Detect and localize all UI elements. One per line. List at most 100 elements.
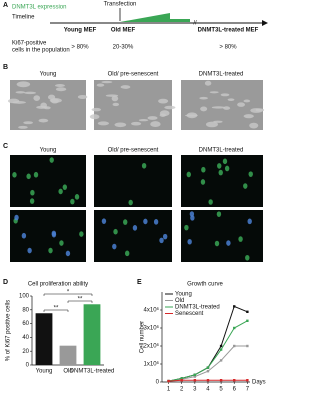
cell — [55, 87, 67, 92]
nucleus — [124, 250, 130, 257]
nucleus — [224, 165, 230, 172]
significance-bracket — [67, 300, 93, 303]
cell — [38, 118, 49, 123]
ki67-label: Ki67-positive — [12, 41, 47, 47]
cell — [159, 113, 167, 117]
y-axis-label: Cell number — [140, 321, 146, 353]
fluorescence-image — [94, 210, 172, 262]
point — [233, 305, 236, 308]
nucleus — [186, 171, 191, 178]
chart-title: Cell proliferation ability — [28, 282, 88, 288]
nucleus — [123, 219, 128, 225]
nucleus — [238, 236, 243, 242]
point — [206, 366, 210, 369]
nucleus — [214, 240, 220, 247]
cell — [158, 98, 169, 104]
cell — [211, 106, 226, 109]
cell — [243, 114, 254, 119]
y-tick-label: 2x10⁶ — [144, 343, 160, 350]
x-tick-label: 7 — [246, 387, 250, 393]
point — [219, 359, 223, 362]
cell — [54, 84, 65, 87]
point — [180, 379, 183, 382]
nucleus — [226, 240, 231, 246]
cell — [24, 91, 37, 95]
panel-label: C — [3, 143, 8, 150]
legend-label: Young — [175, 292, 192, 298]
bar — [35, 313, 53, 365]
nucleus — [65, 250, 71, 257]
point — [193, 373, 197, 376]
significance-bracket — [43, 293, 93, 296]
cell — [186, 112, 198, 119]
cell — [220, 93, 230, 97]
cell — [243, 99, 251, 103]
cell — [164, 105, 176, 110]
cell — [77, 94, 88, 99]
panel-label: D — [3, 279, 8, 286]
cell — [111, 95, 119, 102]
ki67-value: > 80% — [71, 45, 89, 51]
nucleus — [245, 254, 250, 261]
cell — [23, 121, 34, 125]
phase-image — [94, 80, 172, 130]
nucleus — [29, 198, 35, 204]
ki67-value: 20-30% — [113, 45, 134, 51]
cell — [97, 121, 110, 126]
bar — [83, 304, 101, 365]
nucleus — [48, 247, 53, 254]
cell — [150, 121, 161, 128]
y-tick-label: 1x10⁶ — [144, 361, 160, 368]
nucleus — [30, 189, 35, 196]
nucleus — [159, 237, 164, 244]
cell — [16, 81, 31, 88]
cell — [209, 91, 219, 94]
point — [193, 375, 197, 378]
nucleus — [49, 157, 54, 163]
nucleus — [187, 238, 192, 245]
nucleus — [153, 219, 159, 225]
cell — [89, 114, 100, 120]
nucleus — [217, 163, 222, 169]
nucleus — [51, 231, 57, 238]
cell — [91, 107, 102, 112]
nucleus — [70, 198, 75, 205]
nucleus — [59, 240, 64, 246]
nucleus — [58, 188, 63, 195]
nucleus — [26, 173, 31, 180]
x-tick-label: 1 — [167, 387, 171, 393]
nucleus — [79, 231, 84, 237]
y-tick-label: 3x10⁶ — [144, 325, 160, 332]
nucleus — [33, 171, 39, 178]
significance-bracket — [43, 309, 69, 312]
point — [206, 379, 210, 382]
column-label: Young — [40, 148, 57, 154]
nucleus — [143, 218, 148, 225]
timeline-head — [262, 20, 268, 26]
point — [246, 379, 249, 382]
cell — [213, 120, 223, 123]
cell — [204, 80, 212, 86]
column-label: Old/ pre-senescent — [108, 72, 159, 78]
nucleus — [14, 214, 19, 221]
cell — [227, 98, 235, 101]
cell — [205, 121, 218, 128]
cell — [114, 122, 127, 128]
figure: A DNMT3L expression Transfection Timelin… — [3, 2, 268, 393]
nucleus — [200, 179, 206, 185]
ki67-label: cells in the population — [12, 48, 70, 54]
nucleus — [27, 247, 32, 254]
x-tick-label: 4 — [206, 387, 210, 393]
cell — [7, 98, 20, 104]
stage-label: DNMT3L-treated MEF — [198, 28, 259, 34]
column-label: DNMT3L-treated — [199, 72, 244, 78]
stage-label: Old MEF — [111, 28, 136, 34]
point — [233, 379, 236, 382]
cell — [200, 106, 208, 112]
line-series — [168, 345, 248, 382]
y-axis-label: % of Ki67 positive cells — [6, 300, 12, 361]
x-tick-label: DNMT3L-treated — [70, 369, 115, 375]
point — [167, 379, 170, 383]
cell — [18, 125, 28, 129]
cell — [33, 95, 41, 101]
